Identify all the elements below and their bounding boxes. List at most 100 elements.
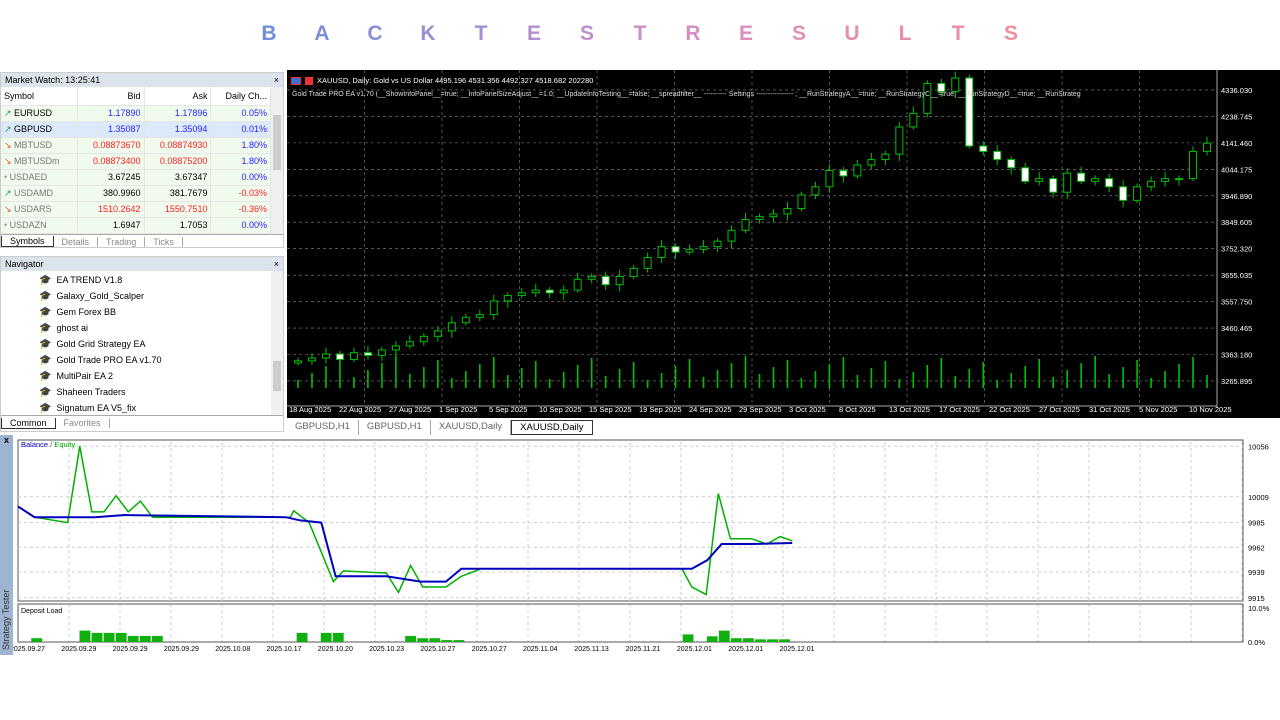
volume-bar <box>478 364 481 388</box>
date-label: 2025.10.08 <box>215 646 250 653</box>
navigator-item[interactable]: 🎓 ghost ai <box>1 320 271 336</box>
ask-cell: 0.08875200 <box>144 153 212 170</box>
bid-cell: 3.67245 <box>77 169 145 186</box>
tab-symbols[interactable]: Symbols <box>1 236 54 247</box>
chart-tab[interactable]: XAUUSD,Daily <box>431 420 512 435</box>
volume-bar <box>395 356 397 388</box>
balance-equity-chart: 10056 10009 9985 9962 9939 9915 Balance / Equi… <box>13 439 1270 653</box>
arrow-down-icon: ↘ <box>4 139 15 150</box>
tab-ticks[interactable]: Ticks <box>145 236 183 247</box>
close-icon[interactable]: × <box>273 259 279 269</box>
y-label: 9962 <box>1248 543 1265 552</box>
chart-tab[interactable]: GBPUSD,H1 <box>287 420 359 435</box>
close-icon[interactable]: x <box>3 435 9 445</box>
symbol-name: EURUSD <box>14 107 53 118</box>
candle <box>601 271 610 291</box>
symbol-cell: • USDAED <box>1 169 78 186</box>
title-letter: U <box>844 22 860 45</box>
chart-tabs: GBPUSD,H1 GBPUSD,H1 XAUUSD,Daily XAUUSD,Dai… <box>287 420 593 435</box>
tab-favorites[interactable]: Favorites <box>56 418 110 428</box>
candle <box>1175 175 1184 186</box>
date-label: 17 Oct 2025 <box>939 405 980 414</box>
y-label: 10009 <box>1248 493 1269 502</box>
market-watch-tabs: Symbols Details Trading Ticks <box>1 233 283 249</box>
title-letter: L <box>898 22 912 45</box>
navigator-item[interactable]: 🎓 Galaxy_Gold_Scalper <box>1 288 271 304</box>
candle <box>1189 146 1198 182</box>
scrollbar[interactable] <box>271 271 283 415</box>
date-label: 22 Oct 2025 <box>989 405 1030 414</box>
column-header[interactable]: Symbol <box>1 87 78 106</box>
ask-cell: 1.7053 <box>144 217 212 234</box>
volume-bar <box>562 372 565 388</box>
tester-label: Strategy Tester <box>1 589 11 650</box>
date-label: 13 Oct 2025 <box>889 405 930 414</box>
date-label: 2025.12.01 <box>677 646 712 653</box>
tab-details[interactable]: Details <box>54 236 99 247</box>
volume-bar <box>534 361 537 388</box>
volume-bar <box>311 373 313 388</box>
navigator-item[interactable]: 🎓 Gem Forex BB <box>1 304 271 320</box>
volume-bar <box>465 371 467 388</box>
price-label: 4141.460 <box>1221 139 1252 148</box>
symbol-row[interactable]: ↗ GBPUSD 1.35087 1.35094 0.01% <box>1 121 271 138</box>
expert-advisor-icon: 🎓 <box>39 354 52 366</box>
column-header[interactable]: Ask <box>144 87 212 106</box>
volume-bar <box>353 377 355 388</box>
symbol-cell: ↗ GBPUSD <box>1 121 78 138</box>
chart-tab[interactable]: XAUUSD,Daily <box>511 420 593 435</box>
expert-advisor-icon: 🎓 <box>39 370 52 382</box>
volume-bar <box>926 365 929 388</box>
title-letter: C <box>367 22 383 45</box>
volume-bar <box>548 379 551 388</box>
symbol-row[interactable]: ↗ EURUSD 1.17890 1.17896 0.05% <box>1 105 271 122</box>
date-label: 2025.10.20 <box>318 646 353 653</box>
tab-common[interactable]: Common <box>1 417 56 429</box>
candle <box>727 225 736 248</box>
close-icon[interactable]: × <box>273 75 279 85</box>
chart-tab[interactable]: GBPUSD,H1 <box>359 420 431 435</box>
navigator-item[interactable]: 🎓 Shaheen Traders <box>1 384 271 400</box>
scrollbar[interactable] <box>271 87 283 234</box>
price-label: 3363.180 <box>1221 351 1252 360</box>
price-chart[interactable]: 4336.030 4238.745 4141.460 4044.175 3946.890… <box>287 70 1280 418</box>
volume-bar <box>1136 360 1138 388</box>
navigator-item[interactable]: 🎓 Signatum EA V5_fix <box>1 400 271 416</box>
tab-trading[interactable]: Trading <box>98 236 146 247</box>
navigator-item[interactable]: 🎓 EA TREND V1.8 <box>1 272 271 288</box>
bid-cell: 0.08873670 <box>77 137 145 154</box>
y-label: 9939 <box>1248 568 1265 577</box>
symbol-row[interactable]: ↘ MBTUSD 0.08873670 0.08874930 1.80% <box>1 137 271 154</box>
candle <box>363 346 372 360</box>
title-letter: R <box>685 22 701 45</box>
navigator-item[interactable]: 🎓 MultiPair EA 2 <box>1 368 271 384</box>
symbol-cell: ↗ USDAMD <box>1 185 78 202</box>
symbol-name: USDAED <box>9 172 48 182</box>
symbol-cell: ↘ USDARS <box>1 201 78 218</box>
market-watch-table: Symbol Bid Ask Daily Ch... ↗ EURUSD 1.17890 1.… <box>1 87 271 234</box>
volume-bar <box>520 368 523 388</box>
expert-advisor-icon: 🎓 <box>39 274 52 286</box>
date-label: 2025.10.27 <box>472 646 507 653</box>
column-header[interactable]: Bid <box>77 87 145 106</box>
symbol-row[interactable]: • USDAED 3.67245 3.67347 0.00% <box>1 169 271 186</box>
column-header[interactable]: Daily Ch... <box>210 87 271 106</box>
legend-separator: / <box>48 440 54 449</box>
candlestick-chart[interactable]: 4336.030 4238.745 4141.460 4044.175 3946.890… <box>287 70 1280 418</box>
symbol-row[interactable]: ↗ USDAMD 380.9960 381.7679 -0.03% <box>1 185 271 202</box>
symbol-row[interactable]: • USDAZN 1.6947 1.7053 0.00% <box>1 217 271 234</box>
symbol-row[interactable]: ↘ MBTUSDm 0.08873400 0.08875200 1.80% <box>1 153 271 170</box>
volume-bar <box>982 362 985 388</box>
navigator-item[interactable]: 🎓 Gold Trade PRO EA v1.70 <box>1 352 271 368</box>
deposit-load-bar <box>441 640 453 642</box>
volume-bar <box>1192 357 1194 388</box>
volume-bar <box>604 376 607 388</box>
navigator-item[interactable]: 🎓 Gold Grid Strategy EA <box>1 336 271 352</box>
market-watch-header: Market Watch: 13:25:41 × <box>1 73 283 87</box>
deposit-load-bar <box>767 639 778 642</box>
volume-bar <box>1122 367 1124 388</box>
deposit-load-bar <box>429 638 441 642</box>
symbol-row[interactable]: ↘ USDARS 1510.2642 1550.7510 -0.36% <box>1 201 271 218</box>
change-cell: -0.36% <box>210 201 271 218</box>
volume-bar <box>437 360 439 388</box>
